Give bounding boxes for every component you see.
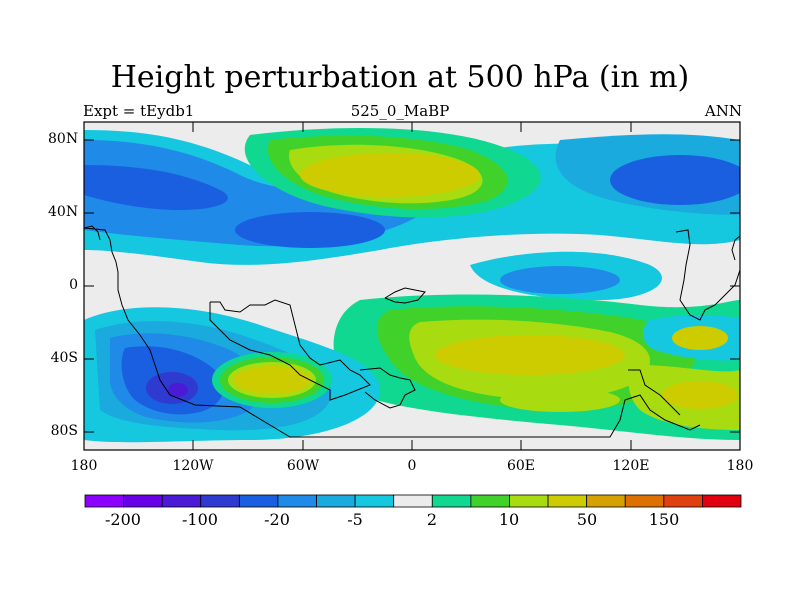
lon-label-60w: 60W bbox=[286, 458, 320, 474]
colorbar-box bbox=[161, 494, 202, 508]
period-label: 525_0_MaBP bbox=[350, 102, 450, 120]
colorbar-box bbox=[586, 494, 626, 508]
north-deep-blue bbox=[84, 165, 228, 210]
lon-label-0: 0 bbox=[407, 458, 417, 474]
north-high-core bbox=[300, 153, 480, 197]
colorbar-box bbox=[702, 494, 742, 508]
colorbar-label-2: 2 bbox=[426, 510, 438, 529]
lat-label-40n: 40N bbox=[48, 204, 79, 220]
inner-continent-outline bbox=[209, 299, 371, 401]
colorbar bbox=[84, 494, 742, 508]
continent-outlines bbox=[84, 225, 740, 438]
colorbar-box bbox=[238, 494, 279, 508]
lon-ticks bbox=[192, 122, 632, 450]
lon-label-180w: 180 bbox=[70, 458, 98, 474]
experiment-label: Expt = tEydb1 bbox=[83, 102, 195, 120]
lat-label-40s: 40S bbox=[50, 350, 78, 366]
colorbar-box bbox=[393, 494, 433, 508]
south-high-core bbox=[435, 335, 625, 375]
colorbar-box bbox=[663, 494, 703, 508]
lon-label-180e: 180 bbox=[726, 458, 754, 474]
colorbar-label-10: 10 bbox=[498, 510, 520, 529]
colorbar-box bbox=[277, 494, 317, 508]
colorbar-label-minus200: -200 bbox=[105, 510, 141, 529]
colorbar-box bbox=[316, 494, 356, 508]
colorbar-box bbox=[470, 494, 510, 508]
colorbar-box bbox=[84, 494, 124, 508]
colorbar-box bbox=[354, 494, 395, 508]
colorbar-label-minus20: -20 bbox=[264, 510, 290, 529]
small-landmass-outline bbox=[359, 367, 416, 409]
lon-label-120e: 120E bbox=[612, 458, 650, 474]
map-title: Height perturbation at 500 hPa (in m) bbox=[110, 60, 690, 95]
lat-label-80n: 80N bbox=[48, 131, 79, 147]
colorbar-box bbox=[509, 494, 549, 508]
colorbar-label-150: 150 bbox=[648, 510, 680, 529]
colorbar-box bbox=[200, 494, 240, 508]
equatorial-island-outline bbox=[384, 287, 426, 304]
colorbar-box bbox=[123, 494, 163, 508]
colorbar-label-50: 50 bbox=[576, 510, 598, 529]
colorbar-label-minus100: -100 bbox=[182, 510, 218, 529]
colorbar-box bbox=[547, 494, 588, 508]
lat-ticks bbox=[84, 139, 740, 433]
season-label: ANN bbox=[704, 102, 742, 120]
contour-field bbox=[84, 122, 740, 450]
east-north-low bbox=[610, 155, 740, 205]
lat-label-80s: 80S bbox=[50, 423, 78, 439]
colorbar-box bbox=[624, 494, 665, 508]
colorbar-label-minus5: -5 bbox=[347, 510, 363, 529]
lon-label-120w: 120W bbox=[172, 458, 214, 474]
eastern-continent-outline bbox=[675, 229, 740, 321]
mid-lat-low bbox=[235, 212, 385, 248]
colorbar-box bbox=[431, 494, 472, 508]
southern-continent-outline bbox=[84, 227, 701, 438]
lat-label-0: 0 bbox=[69, 277, 78, 293]
lon-label-60e: 60E bbox=[506, 458, 536, 474]
